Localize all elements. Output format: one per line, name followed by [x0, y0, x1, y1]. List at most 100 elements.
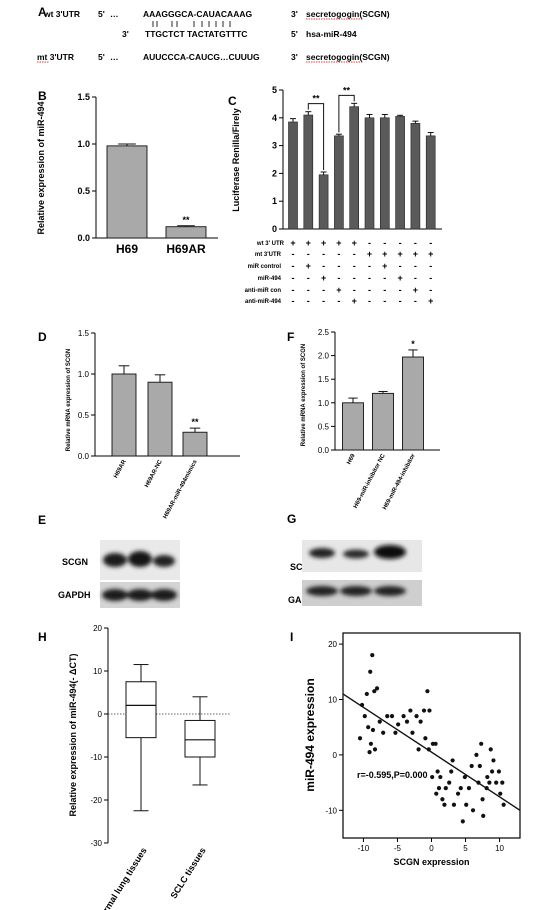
chart-i-data-point	[496, 769, 501, 774]
chart-i-data-point	[449, 769, 454, 774]
chart-h-ytick-label: 0	[98, 710, 103, 719]
wt-utr-label: wt 3'UTR	[43, 9, 80, 19]
chart-f-bar	[372, 392, 394, 451]
chart-c-row-sign: +	[397, 249, 402, 259]
chart-i-ytick-label: -10	[325, 806, 337, 815]
chart-c-ytick-label: 2	[272, 168, 277, 178]
chart-h-y-axis-title: Relative expression of miR-494(- ΔCT)	[68, 653, 78, 816]
wt-ellipsis: …	[110, 9, 119, 19]
chart-c-row-sign: +	[336, 285, 341, 295]
chart-c-ytick-label: 3	[272, 141, 277, 151]
chart-c-row-sign: -	[429, 238, 432, 248]
chart-c-row-sign: -	[292, 261, 295, 271]
chart-i-data-point	[438, 774, 443, 780]
chart-i-data-point	[485, 774, 490, 780]
chart-i-data-point	[362, 714, 367, 719]
chart-i-data-point	[480, 797, 485, 802]
chart-c-row-sign: -	[322, 285, 325, 295]
chart-f-y-axis-title: Relative mRNA expression of SCGN	[301, 344, 307, 446]
chart-c-row-sign: -	[307, 273, 310, 283]
chart-c-row-sign: -	[322, 296, 325, 306]
chart-c-row-sign: -	[429, 285, 432, 295]
chart-i-data-point	[498, 791, 503, 796]
chart-c-ytick-label: 5	[272, 85, 277, 95]
chart-b-bar	[106, 145, 148, 239]
panel-label-a: A	[38, 5, 47, 19]
chart-i: 20 10 0 -10 -10 -5 0 5 10 r=-0.595,P=0.000 SCGN ex…	[303, 632, 521, 867]
mt-sequence: AUUCCCA-CAUCG…CUUUG	[143, 52, 260, 62]
chart-c-ytick-label: 1	[272, 196, 277, 206]
chart-c-row-sign: -	[337, 261, 340, 271]
chart-i-data-point	[357, 736, 363, 741]
chart-d-significance-label: **	[191, 417, 199, 427]
chart-d-category-label: H69AR-NC	[144, 459, 164, 489]
blot-g-scgn-band-1	[309, 548, 335, 558]
chart-i-data-point	[489, 769, 495, 774]
chart-c-row-sign: -	[337, 296, 340, 306]
blot-e-gapdh-band-3	[151, 589, 177, 601]
chart-b-bar	[165, 226, 207, 239]
blot-e-scgn-band-1	[103, 553, 127, 567]
mirna-sequence: TTGCTCT TACTATGTTTC	[145, 29, 247, 39]
blot-e: SCGN GAPDH	[58, 540, 180, 608]
chart-c-row-sign: -	[337, 249, 340, 259]
chart-c-row-sign: -	[399, 238, 402, 248]
chart-h-ytick-label: -30	[90, 839, 102, 848]
chart-i-data-point	[421, 708, 427, 713]
chart-f-ytick-label: 2.0	[318, 352, 330, 361]
chart-i-data-point	[500, 780, 505, 785]
blot-e-gapdh-band-1	[102, 589, 128, 601]
chart-h-category-label: SCLC tissues	[168, 846, 207, 901]
chart-c-row-sign: -	[307, 296, 310, 306]
blot-e-band-label-scgn: SCGN	[62, 557, 88, 567]
chart-h-ytick-label: -10	[90, 753, 102, 762]
chart-b-significance-label: **	[182, 215, 190, 225]
chart-i-data-point	[494, 780, 499, 785]
chart-i-data-point	[372, 689, 377, 694]
chart-c-row-sign: +	[306, 238, 311, 248]
chart-c-row-sign: +	[290, 238, 295, 248]
chart-c-row-sign: +	[382, 249, 387, 259]
chart-c-row-sign: -	[353, 273, 356, 283]
chart-f-ytick-label: 0.0	[318, 446, 330, 455]
panel-label-d: D	[38, 330, 47, 344]
chart-i-data-point	[488, 747, 493, 752]
chart-f-bar	[342, 402, 364, 451]
chart-c-row-sign: -	[399, 296, 402, 306]
wt-sequence: AAAGGGCA-CAUACAAAG	[143, 9, 252, 19]
chart-i-data-point	[368, 669, 373, 674]
chart-i-data-point	[418, 719, 423, 724]
chart-c-row-sign: -	[414, 273, 417, 283]
chart-c-row-sign: -	[368, 296, 371, 306]
panel-label-f: F	[287, 330, 294, 344]
chart-b-category-label: H69AR	[166, 242, 206, 256]
chart-c-row-sign: -	[322, 249, 325, 259]
chart-i-data-point	[401, 714, 406, 719]
chart-i-data-point	[460, 819, 465, 824]
panel-label-c: C	[228, 94, 237, 108]
chart-d-bar	[182, 431, 208, 457]
chart-c-bar	[334, 135, 344, 230]
chart-b-ytick-label: 0.5	[77, 186, 90, 196]
blot-g-scgn-band-2	[343, 549, 369, 559]
chart-c-row-sign: -	[429, 273, 432, 283]
chart-b-ytick-label: 1.0	[77, 139, 90, 149]
chart-i-data-point	[416, 747, 421, 752]
chart-c-row-label: miR control	[248, 264, 282, 270]
chart-f-ytick-label: 1.5	[318, 375, 330, 384]
chart-i-ytick-label: 20	[328, 640, 337, 649]
chart-i-x-axis-title: SCGN expression	[393, 857, 469, 867]
mt-3prime: 3'	[291, 52, 298, 62]
chart-c-row-label: wt 3' UTR	[256, 241, 285, 247]
chart-i-data-point	[479, 741, 484, 746]
chart-c-row-sign: -	[414, 261, 417, 271]
mt-utr-label: mt 3'UTR	[37, 52, 74, 62]
chart-d-ytick-label: 0.5	[78, 411, 90, 420]
chart-h-ytick-label: 10	[93, 667, 102, 676]
chart-c-row-sign: -	[399, 261, 402, 271]
chart-f-ytick-label: 0.5	[318, 422, 330, 431]
chart-i-data-point	[451, 802, 457, 807]
chart-c-row-sign: +	[352, 238, 357, 248]
chart-i-data-point	[501, 802, 506, 807]
chart-i-xtick-label: 10	[495, 844, 504, 853]
